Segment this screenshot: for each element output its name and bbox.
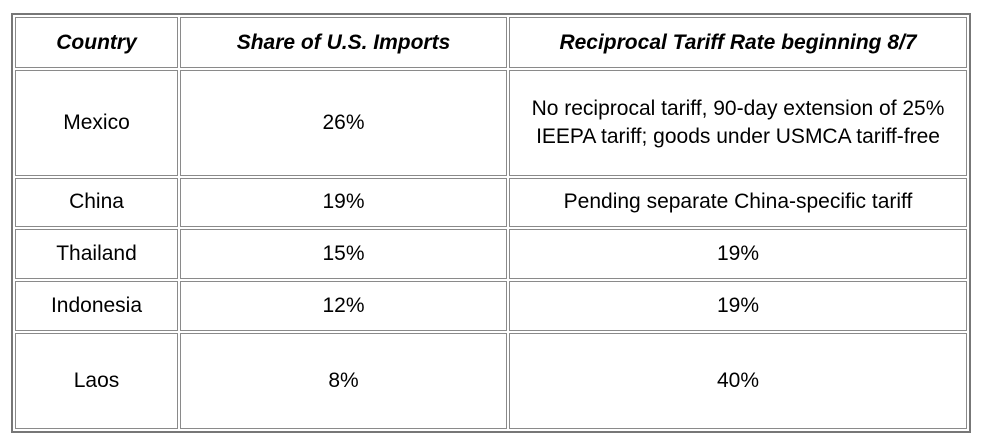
cell-country: Laos xyxy=(15,332,178,429)
cell-share: 26% xyxy=(180,70,507,176)
table-row: Indonesia 12% 19% xyxy=(15,280,967,331)
cell-country: Mexico xyxy=(15,70,178,176)
column-header-share: Share of U.S. Imports xyxy=(180,17,507,68)
table-header-row: Country Share of U.S. Imports Reciprocal… xyxy=(15,17,967,68)
table-row: Thailand 15% 19% xyxy=(15,229,967,279)
cell-tariff-rate: 19% xyxy=(509,229,967,279)
cell-tariff-rate: 19% xyxy=(509,280,967,331)
cell-country: Thailand xyxy=(15,229,178,279)
table-row: Laos 8% 40% xyxy=(15,332,967,429)
cell-share: 19% xyxy=(180,177,507,228)
cell-country: Indonesia xyxy=(15,280,178,331)
column-header-tariff-rate: Reciprocal Tariff Rate beginning 8/7 xyxy=(509,17,967,68)
cell-share: 8% xyxy=(180,332,507,429)
table-row: China 19% Pending separate China-specifi… xyxy=(15,177,967,228)
cell-country: China xyxy=(15,177,178,228)
cell-tariff-rate: Pending separate China-specific tariff xyxy=(509,177,967,228)
cell-share: 12% xyxy=(180,280,507,331)
table-row: Mexico 26% No reciprocal tariff, 90-day … xyxy=(15,70,967,176)
tariff-table: Country Share of U.S. Imports Reciprocal… xyxy=(13,15,969,431)
cell-tariff-rate: No reciprocal tariff, 90-day extension o… xyxy=(509,70,967,176)
column-header-country: Country xyxy=(15,17,178,68)
cell-tariff-rate: 40% xyxy=(509,332,967,429)
cell-share: 15% xyxy=(180,229,507,279)
tariff-table-frame: Country Share of U.S. Imports Reciprocal… xyxy=(11,13,971,433)
